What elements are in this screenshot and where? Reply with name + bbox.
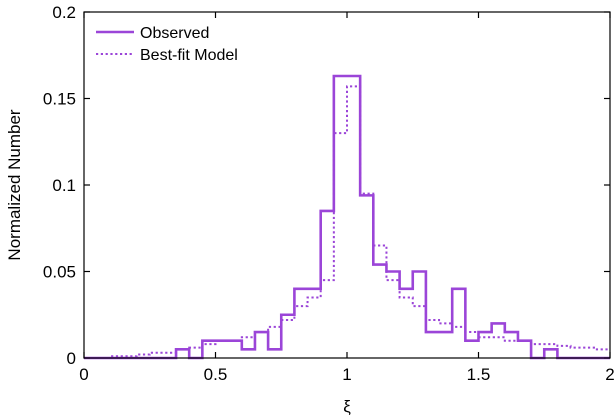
legend-label: Best-fit Model (140, 47, 238, 64)
x-axis-label: ξ (343, 397, 351, 416)
x-tick-label: 0 (79, 365, 88, 384)
x-tick-label: 1 (342, 365, 351, 384)
y-tick-label: 0 (67, 349, 76, 368)
x-tick-label: 1.5 (467, 365, 491, 384)
y-tick-label: 0.1 (52, 176, 76, 195)
legend: Observed Best-fit Model (96, 25, 238, 64)
x-tick-label: 0.5 (204, 365, 228, 384)
y-tick-label: 0.15 (43, 90, 76, 109)
y-tick-label: 0.05 (43, 263, 76, 282)
y-axis-label: Normalized Number (5, 109, 24, 260)
model-series-line (84, 85, 610, 359)
ticks-layer: 0 0.5 1 1.5 2 0 0.05 0.1 0.15 0.2 (43, 3, 615, 384)
observed-series-line (84, 74, 610, 360)
x-tick-label: 2 (605, 365, 614, 384)
y-tick-label: 0.2 (52, 3, 76, 22)
series-layer (84, 74, 610, 360)
legend-label: Observed (140, 25, 209, 42)
